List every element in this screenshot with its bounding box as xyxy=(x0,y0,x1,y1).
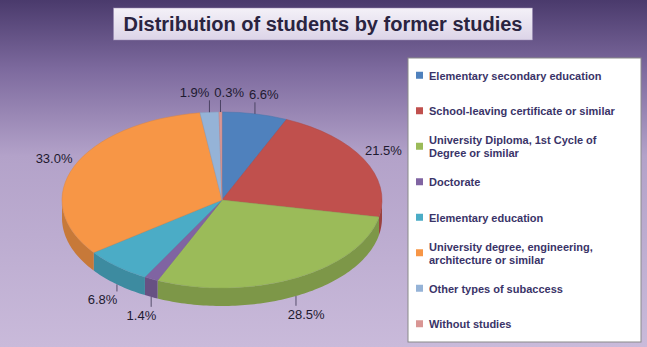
data-labels: 6.6% 21.5% 28.5% 1.4% 6.8% 33.0% 1.9% 0.3% xyxy=(36,85,403,323)
legend-swatch xyxy=(416,320,423,327)
legend-label: University Diploma, 1st Cycle ofDegree o… xyxy=(429,134,597,159)
legend-label-line: School-leaving certificate or similar xyxy=(429,105,616,117)
legend-entry: Other types of subaccess xyxy=(416,283,563,295)
leader-line xyxy=(209,100,210,112)
legend-entry: University Diploma, 1st Cycle ofDegree o… xyxy=(416,134,597,159)
legend-label: Other types of subaccess xyxy=(429,283,563,295)
legend-entry: Without studies xyxy=(416,318,511,330)
legend-swatch xyxy=(416,72,423,79)
legend-swatch xyxy=(416,143,423,150)
data-label: 6.6% xyxy=(249,87,279,102)
data-label: 33.0% xyxy=(36,151,73,166)
legend-entry: Doctorate xyxy=(416,176,480,188)
legend-entry: Elementary secondary education xyxy=(416,70,602,82)
data-label: 28.5% xyxy=(288,307,325,322)
title-group: Distribution of students by former studi… xyxy=(114,8,533,40)
legend-label: Doctorate xyxy=(429,176,480,188)
legend-label: School-leaving certificate or similar xyxy=(429,105,616,117)
leader-line xyxy=(220,100,221,112)
legend-swatch xyxy=(416,285,423,292)
leader-line xyxy=(116,284,117,291)
legend-label-line: Other types of subaccess xyxy=(429,283,563,295)
leader-line xyxy=(151,297,152,307)
legend-label-line: University Diploma, 1st Cycle of xyxy=(429,134,597,146)
legend-label: University degree, engineering,architect… xyxy=(429,241,593,266)
chart-svg: Distribution of students by former studi… xyxy=(0,0,647,347)
legend-swatch xyxy=(416,107,423,114)
leader-lines xyxy=(117,100,296,307)
legend-label-line: Without studies xyxy=(429,318,511,330)
legend-box xyxy=(408,58,641,342)
legend-label-line: University degree, engineering, xyxy=(429,241,593,253)
legend-swatch xyxy=(416,214,423,221)
legend-label: Without studies xyxy=(429,318,511,330)
pie-top xyxy=(62,112,382,288)
slice xyxy=(62,113,222,253)
legend-entry: School-leaving certificate or similar xyxy=(416,105,616,117)
legend-label: Elementary education xyxy=(429,212,544,224)
legend-label-line: architecture or similar xyxy=(429,254,545,266)
legend-label-line: Elementary secondary education xyxy=(429,70,602,82)
legend-entry: Elementary education xyxy=(416,212,544,224)
legend-swatch xyxy=(416,249,423,256)
legend-label: Elementary secondary education xyxy=(429,70,602,82)
data-label: 6.8% xyxy=(88,292,118,307)
legend-label-line: Degree or similar xyxy=(429,147,520,159)
chart-container: Distribution of students by former studi… xyxy=(0,0,647,347)
slice xyxy=(200,112,222,200)
legend-label-line: Doctorate xyxy=(429,176,480,188)
leader-line xyxy=(254,102,255,114)
legend-label-line: Elementary education xyxy=(429,212,544,224)
chart-title: Distribution of students by former studi… xyxy=(124,13,523,35)
data-label: 21.5% xyxy=(365,143,402,158)
slice xyxy=(219,112,222,200)
data-label: 1.9% xyxy=(180,85,210,100)
leader-line xyxy=(295,296,296,306)
legend-swatch xyxy=(416,178,423,185)
legend-entry: University degree, engineering,architect… xyxy=(416,241,593,266)
background xyxy=(0,0,647,347)
data-label: 0.3% xyxy=(214,85,244,100)
data-label: 1.4% xyxy=(127,308,157,323)
pie xyxy=(62,112,382,306)
title-box xyxy=(114,8,533,40)
legend: Elementary secondary education School-lea… xyxy=(408,58,641,342)
